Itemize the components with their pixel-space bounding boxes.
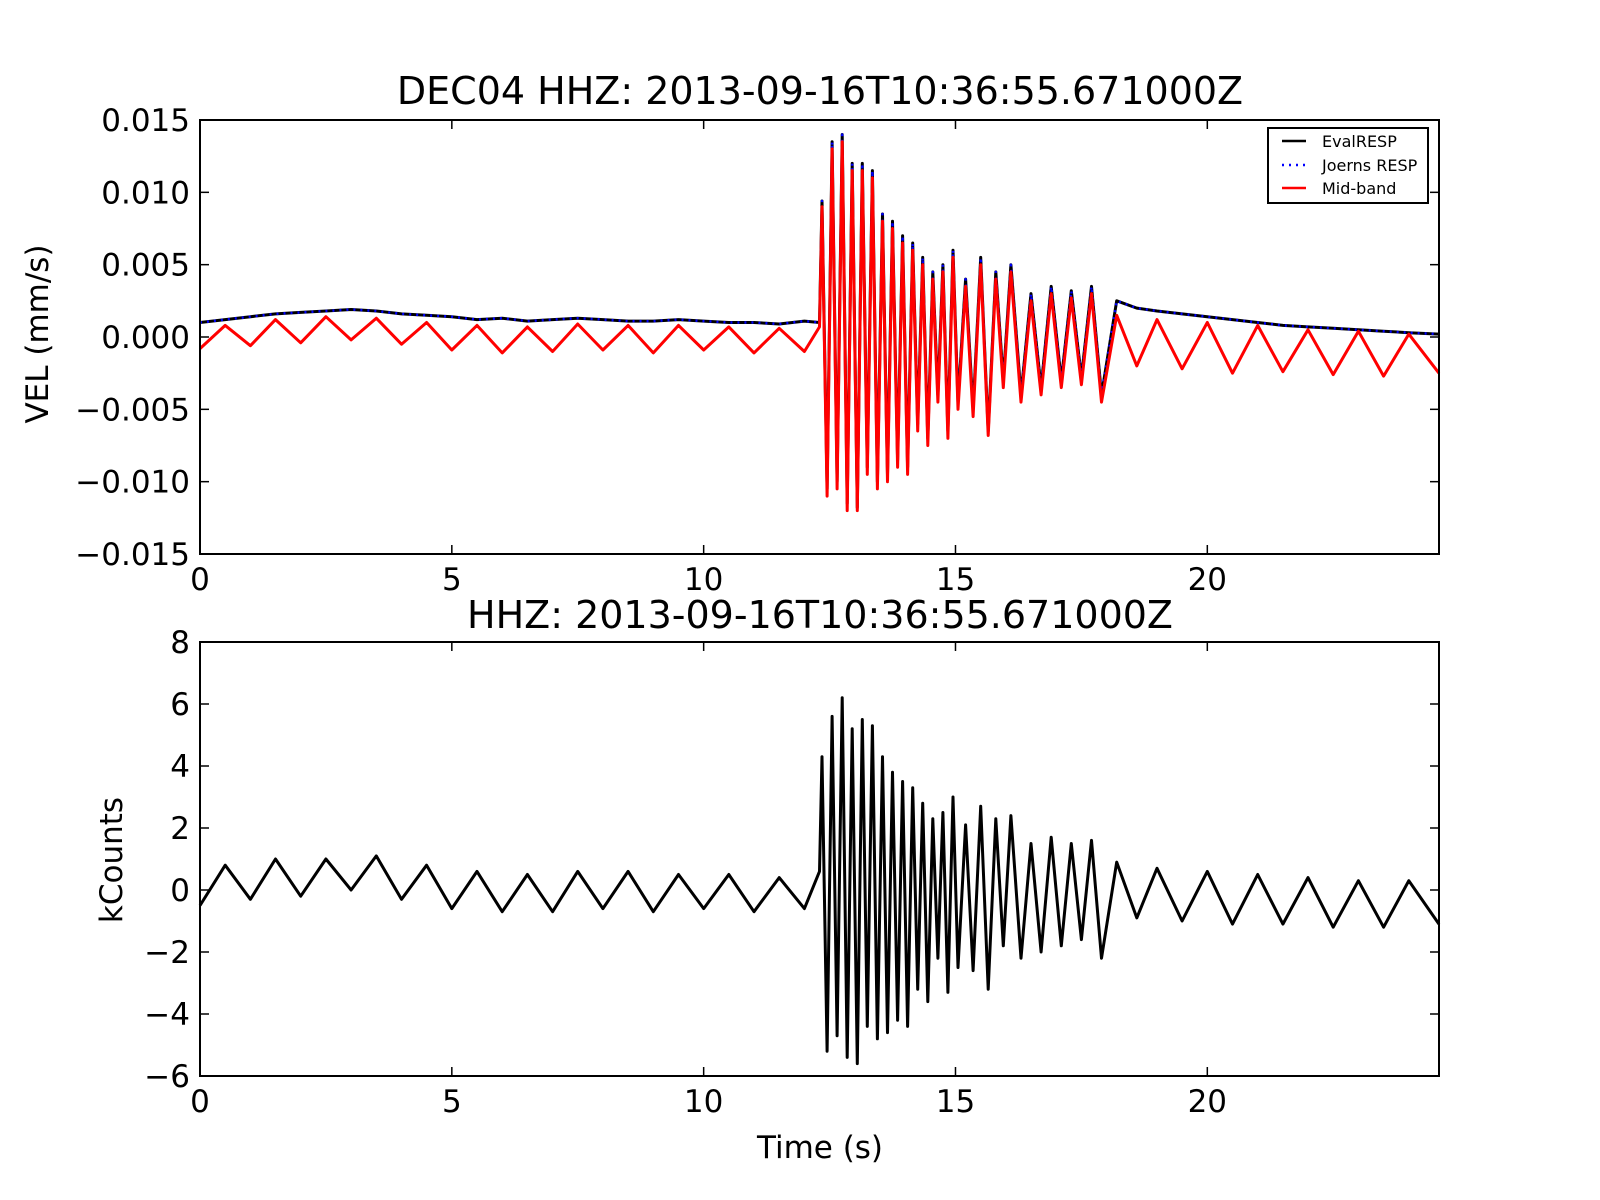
plot-area-counts [198, 696, 1441, 1066]
legend-label-evalresp: EvalRESP [1322, 132, 1397, 151]
chart-counts: HHZ: 2013-09-16T10:36:55.671000Z kCounts… [94, 593, 1441, 1166]
y-axis-label-counts: kCounts [94, 797, 130, 923]
ticks-velocity: 0 5 10 15 20 0.015 0.010 0.005 0.000 −0.005 −0.010… [75, 103, 1439, 598]
x-tick-label-0-4: 20 [1188, 562, 1227, 598]
x-tick-label-0-2: 10 [684, 562, 723, 598]
x-tick-label-0-3: 15 [936, 562, 975, 598]
x-tick-label-0-1: 5 [442, 562, 462, 598]
y-tick-label-0-5: −0.010 [75, 465, 190, 501]
y-tick-label-1-7: −6 [144, 1059, 190, 1095]
y-tick-label-1-0: 8 [170, 625, 190, 661]
y-tick-label-0-3: 0.000 [101, 320, 190, 356]
axes-frame-counts [199, 641, 1440, 1077]
series-line-0-2 [198, 140, 1441, 513]
y-tick-label-1-1: 6 [170, 687, 190, 723]
x-tick-label-1-1: 5 [442, 1084, 462, 1120]
x-tick-label-1-3: 15 [936, 1084, 975, 1120]
y-tick-label-0-4: −0.005 [75, 392, 190, 428]
x-axis-label-counts: Time (s) [756, 1130, 883, 1166]
y-tick-label-1-4: 0 [170, 873, 190, 909]
y-tick-label-1-5: −2 [144, 935, 190, 971]
y-tick-label-0-0: 0.015 [101, 103, 190, 139]
legend-label-joerns-resp: Joerns RESP [1321, 156, 1418, 175]
legend-label-mid-band: Mid-band [1322, 179, 1396, 198]
plot-area-velocity [198, 133, 1441, 513]
y-tick-label-0-2: 0.005 [101, 248, 190, 284]
y-tick-label-1-6: −4 [144, 997, 190, 1033]
y-tick-label-0-1: 0.010 [101, 175, 190, 211]
series-line-1-0 [198, 696, 1441, 1066]
x-tick-label-1-4: 20 [1188, 1084, 1227, 1120]
x-tick-label-1-0: 0 [190, 1084, 210, 1120]
legend: EvalRESP Joerns RESP Mid-band [1267, 127, 1429, 204]
y-tick-label-1-3: 2 [170, 811, 190, 847]
x-tick-label-1-2: 10 [684, 1084, 723, 1120]
chart-title-velocity: DEC04 HHZ: 2013-09-16T10:36:55.671000Z [397, 69, 1243, 113]
chart-title-counts: HHZ: 2013-09-16T10:36:55.671000Z [467, 593, 1173, 637]
x-tick-label-0-0: 0 [190, 562, 210, 598]
y-tick-label-1-2: 4 [170, 749, 190, 785]
y-tick-label-0-6: −0.015 [75, 537, 190, 573]
chart-velocity: DEC04 HHZ: 2013-09-16T10:36:55.671000Z V… [20, 69, 1441, 598]
y-axis-label-velocity: VEL (mm/s) [20, 244, 56, 423]
